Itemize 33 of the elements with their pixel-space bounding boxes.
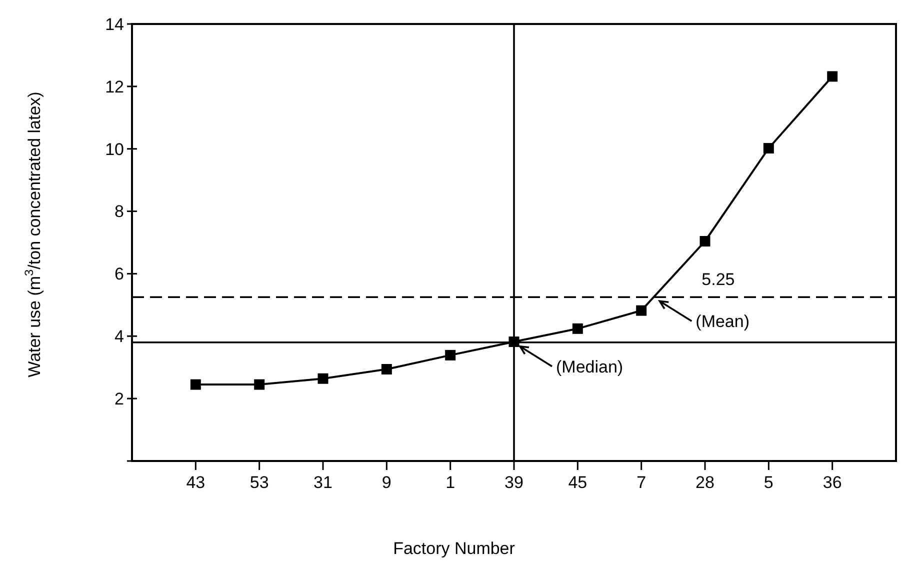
point bbox=[318, 373, 328, 384]
x-tick-label: 28 bbox=[696, 473, 714, 492]
point bbox=[381, 364, 392, 374]
x-tick-label: 9 bbox=[382, 473, 392, 492]
point bbox=[508, 336, 520, 348]
point bbox=[254, 379, 265, 390]
y-tick-label: 12 bbox=[105, 77, 124, 96]
x-tick-label: 43 bbox=[186, 473, 206, 492]
point bbox=[572, 323, 583, 334]
x-tick-label: 39 bbox=[504, 473, 524, 492]
y-tick-label: 2 bbox=[114, 390, 124, 409]
y-tick-label: 14 bbox=[105, 14, 124, 34]
y-tick-label: 10 bbox=[105, 140, 124, 159]
point bbox=[763, 142, 774, 154]
y-tick-label: 6 bbox=[114, 264, 124, 284]
x-tick-label: 36 bbox=[822, 473, 842, 492]
x-tick-label: 31 bbox=[314, 473, 332, 492]
annotation: (Median) bbox=[556, 357, 624, 376]
point bbox=[445, 350, 456, 360]
x-tick-label: 45 bbox=[568, 473, 588, 492]
x-tick-label: 7 bbox=[636, 473, 646, 492]
point bbox=[636, 305, 647, 316]
x-tick-label: 1 bbox=[446, 473, 456, 492]
x-tick-label: 53 bbox=[250, 473, 269, 492]
x-tick-label: 5 bbox=[764, 473, 774, 492]
y-tick-label: 8 bbox=[114, 202, 124, 222]
point bbox=[827, 71, 838, 82]
ref-line-label: 5.25 bbox=[702, 270, 735, 290]
y-tick-label: 4 bbox=[114, 327, 124, 346]
annotation: (Mean) bbox=[696, 312, 750, 332]
point bbox=[700, 236, 710, 246]
x-axis-title: Factory Number bbox=[393, 539, 516, 558]
point bbox=[190, 379, 201, 390]
